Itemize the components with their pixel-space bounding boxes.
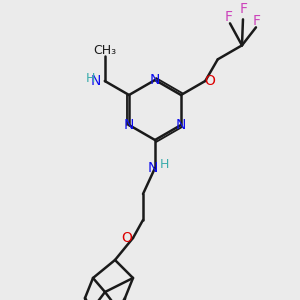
Text: N: N: [176, 118, 186, 132]
Text: H: H: [86, 73, 95, 85]
Text: CH₃: CH₃: [93, 44, 116, 56]
Text: N: N: [124, 118, 134, 132]
Text: H: H: [159, 158, 169, 172]
Text: F: F: [225, 10, 233, 24]
Text: F: F: [253, 14, 261, 28]
Text: O: O: [122, 231, 132, 245]
Text: N: N: [148, 161, 158, 175]
Text: O: O: [204, 74, 215, 88]
Text: F: F: [240, 2, 248, 16]
Text: N: N: [90, 74, 101, 88]
Text: N: N: [150, 73, 160, 87]
